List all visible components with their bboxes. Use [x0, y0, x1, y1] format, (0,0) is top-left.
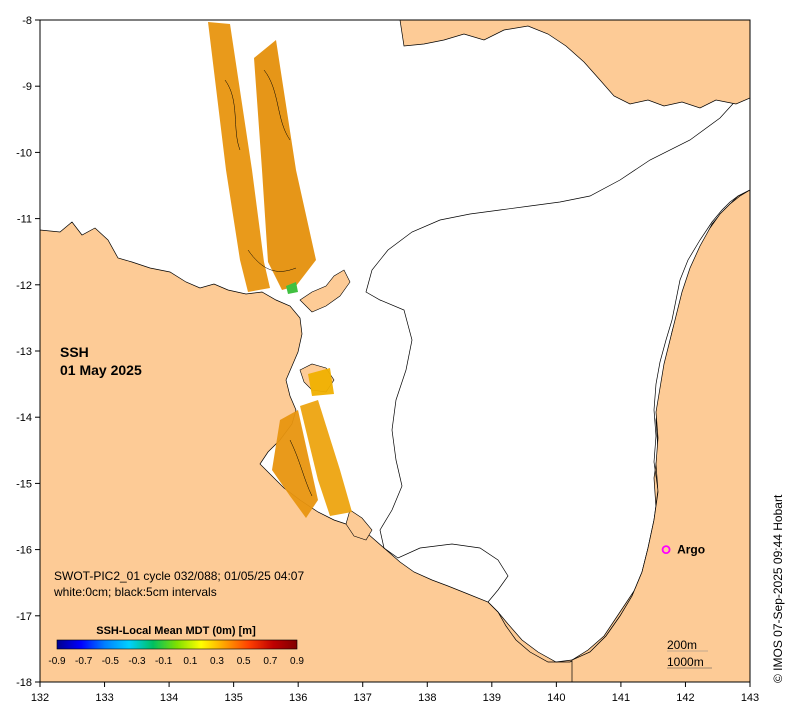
x-tick-label: 133	[95, 692, 113, 704]
info-line2: white:0cm; black:5cm intervals	[53, 585, 217, 599]
info-line1: SWOT-PIC2_01 cycle 032/088; 01/05/25 04:…	[54, 569, 304, 583]
y-tick-label: -15	[16, 478, 32, 490]
ssh-contours	[224, 69, 313, 497]
land-islands-south	[345, 509, 373, 541]
depth-label-200m: 200m	[667, 638, 697, 652]
map-title-line1: SSH	[60, 344, 89, 360]
colorbar-tick-label: 0.1	[183, 656, 197, 667]
colorbar-tick-label: -0.1	[155, 656, 173, 667]
y-tick-label: -17	[16, 611, 32, 623]
y-tick-label: -12	[16, 280, 32, 292]
x-tick-label: 136	[289, 692, 307, 704]
x-tick-label: 143	[741, 692, 759, 704]
x-tick-label: 140	[547, 692, 565, 704]
colorbar-tick-label: 0.9	[290, 656, 304, 667]
land-cape-york-fill	[571, 189, 750, 682]
y-tick-label: -13	[16, 346, 32, 358]
ssh-swath-south-a	[272, 410, 318, 518]
colorbar-title: SSH-Local Mean MDT (0m) [m]	[96, 625, 256, 637]
depth-label-1000m: 1000m	[667, 655, 704, 669]
x-tick-label: 137	[354, 692, 372, 704]
ssh-swath-mid	[308, 368, 334, 396]
x-tick-label: 142	[676, 692, 694, 704]
x-axis: 132 133 134 135 136 137 138 139 140 141 142 143	[31, 682, 759, 704]
x-tick-label: 139	[483, 692, 501, 704]
colorbar-tick-label: -0.9	[48, 656, 66, 667]
x-tick-label: 134	[160, 692, 178, 704]
y-tick-label: -9	[22, 81, 32, 93]
ssh-swath-south-b	[300, 400, 352, 516]
colorbar-tick-label: -0.3	[128, 656, 146, 667]
ssh-swath-north-b	[254, 40, 316, 290]
land-islands-north	[299, 269, 351, 313]
x-tick-label: 135	[224, 692, 242, 704]
credit-text: © IMOS 07-Sep-2025 09:44 Hobart	[771, 494, 785, 683]
y-tick-label: -14	[16, 412, 32, 424]
y-tick-label: -11	[17, 214, 32, 226]
x-tick-label: 138	[418, 692, 436, 704]
y-tick-label: -8	[22, 15, 32, 27]
colorbar-tick-label: -0.5	[102, 656, 120, 667]
ssh-swath-north-a	[208, 22, 270, 292]
x-tick-label: 141	[612, 692, 630, 704]
land-cape-york	[365, 20, 750, 663]
colorbar-tick-label: 0.5	[237, 656, 251, 667]
colorbar-tick-label: 0.3	[210, 656, 224, 667]
ssh-green-patch	[286, 282, 298, 294]
y-axis: -8 -9 -10 -11 -12 -13 -14 -15 -16 -17 -18	[16, 15, 40, 689]
colorbar	[56, 639, 298, 650]
land-new-guinea	[399, 20, 750, 109]
map-title-line2: 01 May 2025	[60, 362, 142, 378]
y-tick-label: -16	[16, 545, 32, 557]
colorbar-ticks: -0.9 -0.7 -0.5 -0.3 -0.1 0.1 0.3 0.5 0.7 0.9	[48, 656, 304, 667]
y-tick-label: -18	[16, 677, 32, 689]
colorbar-tick-label: -0.7	[75, 656, 93, 667]
x-tick-label: 132	[31, 692, 49, 704]
y-tick-label: -10	[16, 147, 32, 159]
argo-marker	[661, 545, 671, 554]
colorbar-tick-label: 0.7	[263, 656, 277, 667]
argo-label: Argo	[677, 543, 705, 557]
